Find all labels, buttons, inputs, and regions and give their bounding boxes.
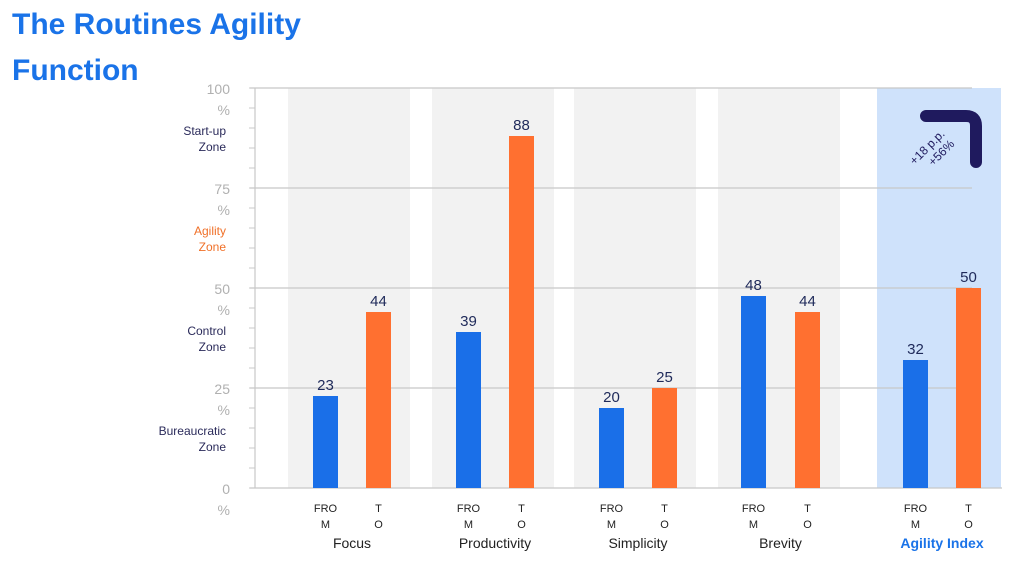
bar-label-from: FRO <box>600 503 624 515</box>
bar-label-from-line2: M <box>464 519 473 531</box>
category-label-focus: Focus <box>333 535 371 551</box>
bar-label-from-line2: M <box>607 519 616 531</box>
zone-label-control-line2: Zone <box>199 340 227 354</box>
y-tick-unit-0: % <box>218 502 230 518</box>
y-tick-unit-75: % <box>218 202 230 218</box>
bar-brevity-from <box>741 296 766 488</box>
bar-label-to: T <box>965 503 972 515</box>
bar-label-to: T <box>661 503 668 515</box>
y-tick-label-100: 100 <box>207 81 231 97</box>
category-label-productivity: Productivity <box>459 535 531 551</box>
bar-label-to-line2: O <box>964 519 973 531</box>
bar-label-from: FRO <box>314 503 338 515</box>
zone-label-agility-line2: Zone <box>199 240 227 254</box>
y-tick-label-25: 25 <box>214 381 230 397</box>
category-label-simplicity: Simplicity <box>608 535 667 551</box>
value-label-focus-to: 44 <box>370 293 387 310</box>
bar-label-to: T <box>804 503 811 515</box>
value-label-productivity-to: 88 <box>513 117 530 134</box>
bar-label-from-line2: M <box>911 519 920 531</box>
bar-label-to-line2: O <box>803 519 812 531</box>
bar-brevity-to <box>795 312 820 488</box>
y-tick-unit-50: % <box>218 302 230 318</box>
bar-simplicity-from <box>599 408 624 488</box>
value-label-brevity-to: 44 <box>799 293 816 310</box>
increase-arrow-icon <box>920 110 982 168</box>
zone-label-control: Control <box>187 324 226 338</box>
y-tick-label-75: 75 <box>214 181 230 197</box>
title-line-1: The Routines Agility <box>12 8 301 41</box>
zone-label-start-up-line2: Zone <box>199 140 227 154</box>
value-label-simplicity-from: 20 <box>603 389 620 406</box>
y-tick-unit-100: % <box>218 102 230 118</box>
bar-focus-from <box>313 396 338 488</box>
value-label-productivity-from: 39 <box>460 313 477 330</box>
bar-label-from: FRO <box>904 503 928 515</box>
bar-label-from-line2: M <box>749 519 758 531</box>
zone-label-bureaucratic-line2: Zone <box>199 440 227 454</box>
y-tick-label-0: 0 <box>222 481 230 497</box>
y-tick-unit-25: % <box>218 402 230 418</box>
bar-label-to: T <box>518 503 525 515</box>
page-title: The Routines Agility Function <box>12 2 301 94</box>
value-label-agility-index-from: 32 <box>907 341 924 358</box>
y-tick-label-50: 50 <box>214 281 230 297</box>
zone-label-agility: Agility <box>194 224 226 238</box>
value-label-brevity-from: 48 <box>745 277 762 294</box>
zone-label-bureaucratic: Bureaucratic <box>159 424 226 438</box>
value-label-agility-index-to: 50 <box>960 269 977 286</box>
category-label-agility-index: Agility Index <box>900 535 983 551</box>
bar-productivity-to <box>509 136 534 488</box>
zone-label-start-up: Start-up <box>183 124 226 138</box>
bar-agility-index-to <box>956 288 981 488</box>
bar-agility-index-from <box>903 360 928 488</box>
bar-label-from: FRO <box>457 503 481 515</box>
bar-productivity-from <box>456 332 481 488</box>
bar-label-to-line2: O <box>374 519 383 531</box>
value-label-simplicity-to: 25 <box>656 369 673 386</box>
bar-simplicity-to <box>652 388 677 488</box>
value-label-focus-from: 23 <box>317 377 334 394</box>
bar-label-from-line2: M <box>321 519 330 531</box>
bar-label-from: FRO <box>742 503 766 515</box>
bar-label-to-line2: O <box>660 519 669 531</box>
title-line-2: Function <box>12 54 139 87</box>
bar-focus-to <box>366 312 391 488</box>
category-label-brevity: Brevity <box>759 535 802 551</box>
bar-label-to: T <box>375 503 382 515</box>
bar-label-to-line2: O <box>517 519 526 531</box>
